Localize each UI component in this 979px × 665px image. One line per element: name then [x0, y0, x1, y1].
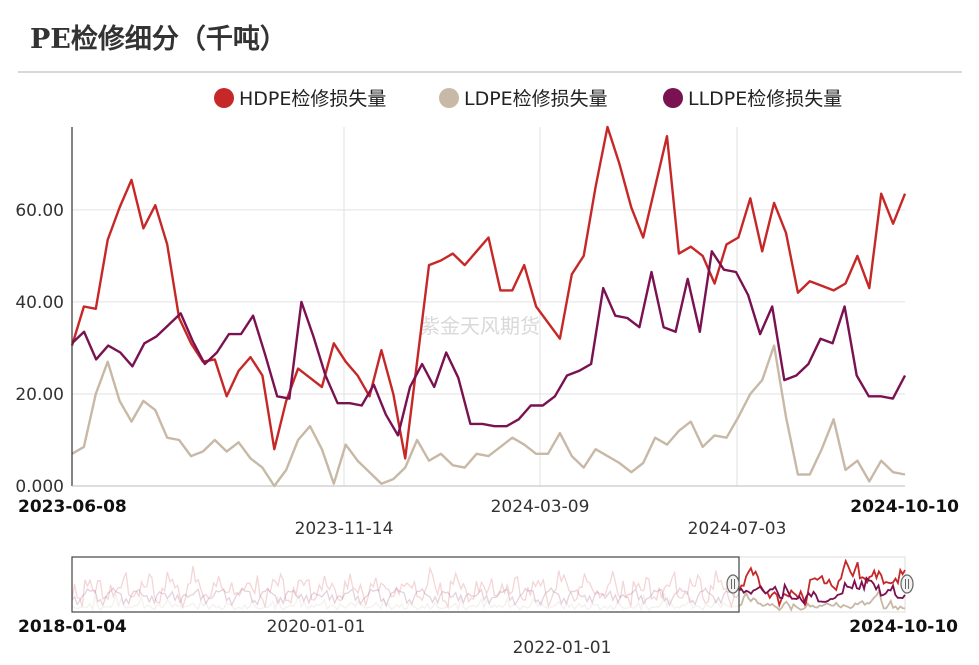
range-navigator[interactable]: [71, 556, 914, 613]
navigator-tick-label: 2024-10-10: [849, 617, 958, 637]
chart-title: PE检修细分（千吨）: [30, 23, 287, 55]
legend[interactable]: HDPE检修损失量 LDPE检修损失量 LLDPE检修损失量: [214, 88, 842, 110]
y-tick-label: 40.00: [15, 293, 64, 313]
navigator-handle-right[interactable]: [900, 574, 914, 594]
x-tick-label: 2024-03-09: [491, 497, 590, 517]
navigator-history-ldpe: [71, 592, 740, 613]
navigator-tick-label: 2022-01-01: [513, 638, 612, 658]
navigator-tick-label: 2020-01-01: [267, 617, 366, 637]
y-tick-label: 60.00: [15, 201, 64, 221]
x-tick-label: 2023-11-14: [295, 519, 394, 539]
legend-marker: [439, 88, 459, 108]
x-tick-label: 2024-10-10: [850, 497, 959, 517]
legend-item-lldpe[interactable]: LLDPE检修损失量: [663, 88, 842, 110]
series-line-hdpe: [70, 125, 907, 460]
series-line-lldpe: [71, 250, 907, 437]
navigator-line-lldpe: [738, 576, 906, 605]
x-tick-label: 2023-06-08: [18, 497, 127, 517]
legend-item-hdpe[interactable]: HDPE检修损失量: [214, 88, 386, 110]
navigator-mask: [71, 556, 740, 613]
legend-marker: [214, 88, 234, 108]
y-tick-label: 0.000: [15, 477, 64, 497]
navigator-history-hdpe: [71, 565, 740, 610]
handle-grip[interactable]: [726, 574, 740, 594]
series-lines: [70, 125, 907, 488]
legend-item-ldpe[interactable]: LDPE检修损失量: [439, 88, 608, 110]
navigator-line-ldpe: [738, 588, 906, 612]
legend-label: HDPE检修损失量: [239, 88, 386, 110]
series-line-ldpe: [71, 344, 906, 488]
x-tick-label: 2024-07-03: [688, 519, 787, 539]
axes: [71, 127, 905, 487]
legend-label: LLDPE检修损失量: [688, 88, 842, 110]
watermark: 紫金天风期货: [420, 314, 540, 338]
navigator-history-lldpe: [71, 586, 740, 608]
navigator-ticks: 2018-01-04 2020-01-01 2022-01-01 2024-10-10: [18, 617, 958, 658]
handle-grip[interactable]: [900, 574, 914, 594]
x-axis-ticks: 2023-06-08 2023-11-14 2024-03-09 2024-07-03…: [18, 497, 959, 539]
legend-label: LDPE检修损失量: [464, 88, 608, 110]
y-axis-ticks: 0.000 20.00 40.00 60.00: [15, 201, 64, 497]
navigator-handle-left[interactable]: [726, 574, 740, 594]
navigator-tick-label: 2018-01-04: [18, 617, 127, 637]
y-tick-label: 20.00: [15, 385, 64, 405]
legend-marker: [663, 88, 683, 108]
grid: [72, 127, 905, 486]
